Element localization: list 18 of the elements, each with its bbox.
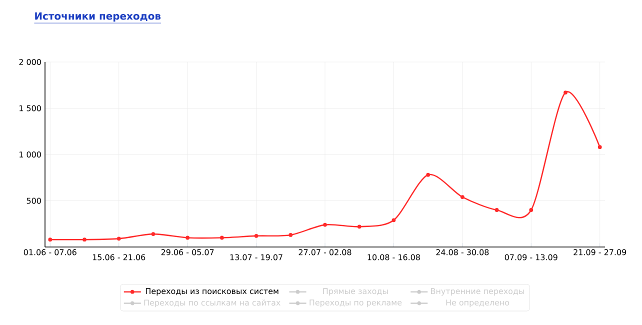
point	[529, 208, 534, 212]
point	[426, 172, 430, 177]
point	[323, 222, 327, 227]
chart-title: Источники переходов	[35, 12, 161, 22]
point	[48, 238, 52, 242]
point	[220, 236, 224, 240]
point	[116, 236, 121, 241]
point	[186, 236, 190, 240]
point	[357, 224, 362, 229]
point	[254, 234, 258, 238]
point	[460, 195, 464, 199]
point	[151, 232, 156, 236]
point	[564, 90, 568, 94]
point	[82, 238, 86, 242]
point	[392, 218, 396, 222]
point	[288, 233, 293, 237]
point	[598, 145, 602, 150]
point	[494, 208, 499, 212]
